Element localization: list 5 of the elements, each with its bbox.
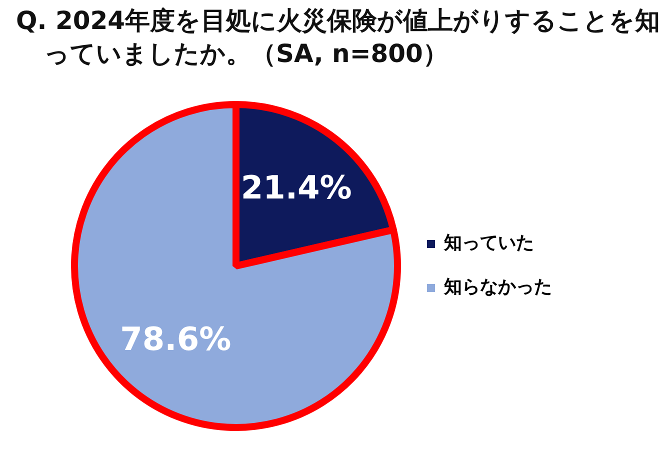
legend-label: 知らなかった — [443, 276, 552, 298]
data-label: 78.6% — [120, 320, 232, 358]
chart-title: Q. 2024年度を目処に火災保険が値上がりすることを知っていましたか。（SA, n=800） — [16, 5, 662, 70]
data-label: 21.4% — [240, 168, 352, 206]
legend-label: 知っていた — [443, 232, 534, 254]
